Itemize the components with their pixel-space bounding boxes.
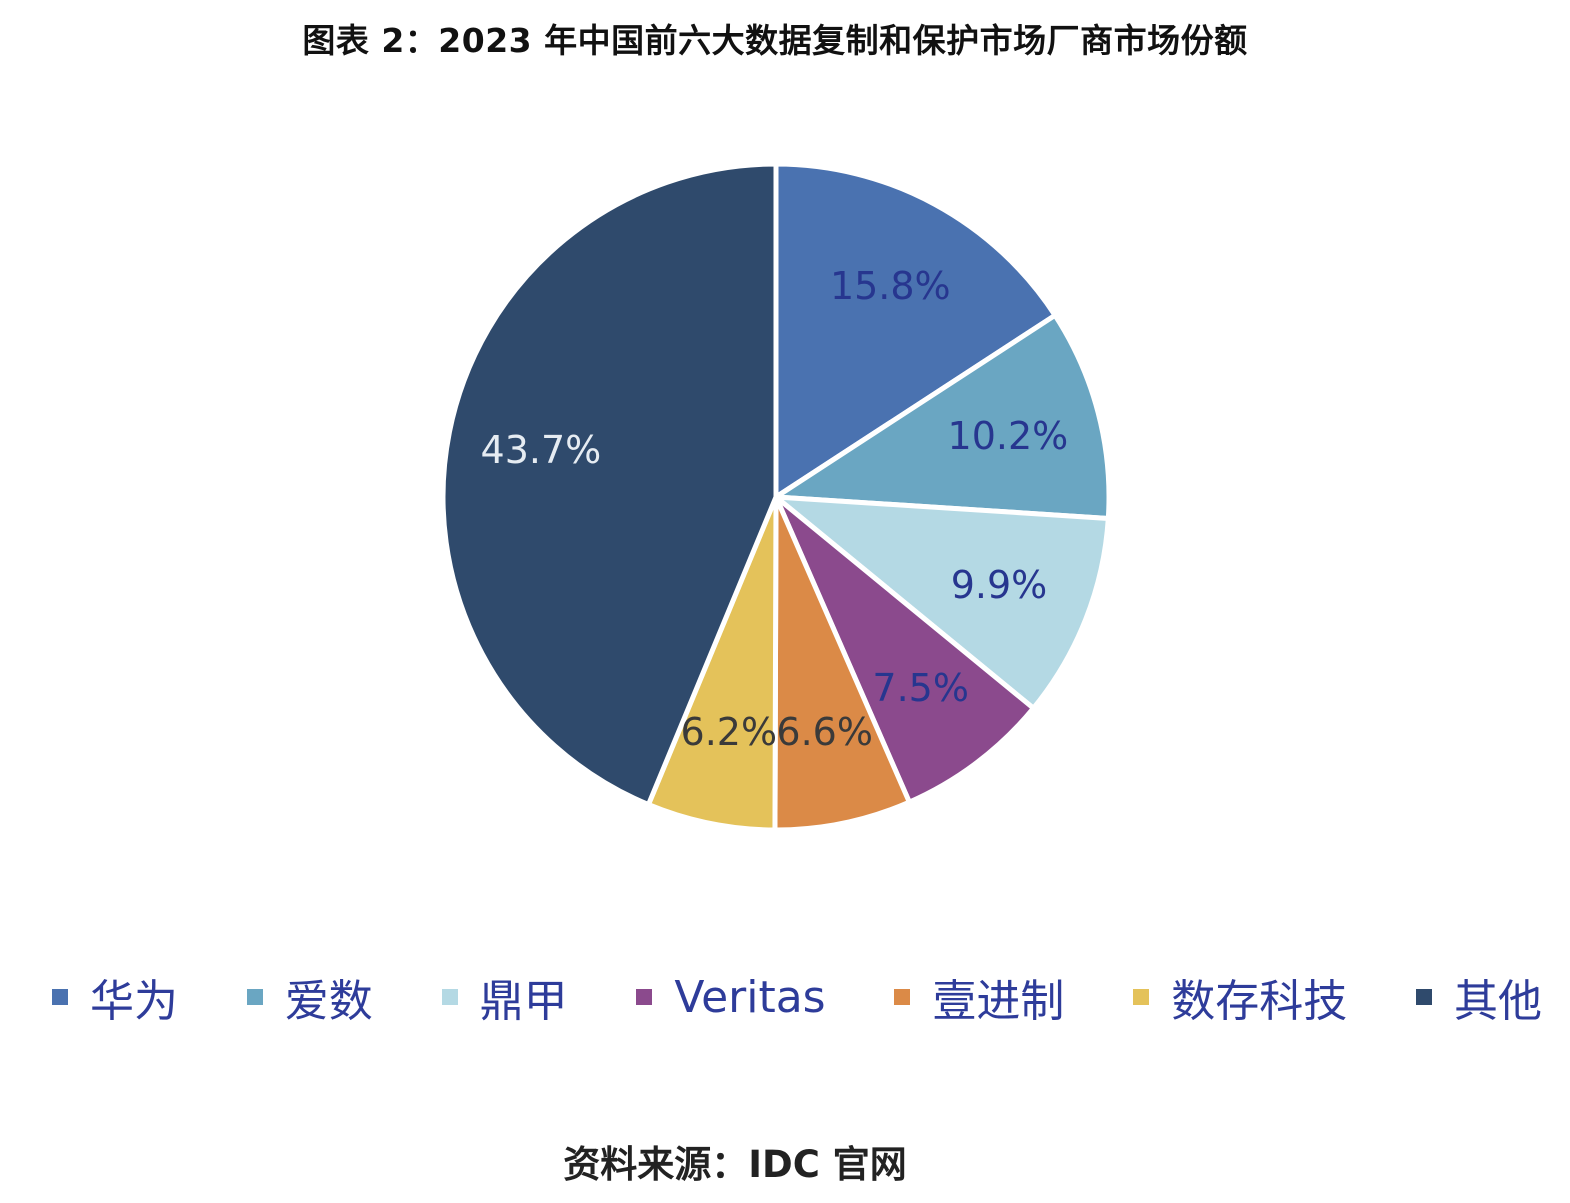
pie-slice-item-3 — [773, 494, 1111, 711]
pie-chart: 15.8% 10.2% 9.9% 7.5%6.6%6.2% 43.7% — [440, 161, 1112, 833]
legend-item-item-6: 数存科技 — [1133, 965, 1347, 1029]
legend-swatch-icon — [1133, 989, 1150, 1005]
data-label-item-1: 15.8% — [830, 264, 951, 308]
legend-item-item-5: 壹进制 — [894, 965, 1064, 1029]
legend-item-veritas: Veritas — [636, 971, 826, 1023]
legend-item-item-2: 爱数 — [246, 965, 373, 1029]
data-label-item-5: 6.6% — [776, 710, 873, 754]
pie-slice-veritas — [773, 494, 1036, 805]
legend-label: 其他 — [1454, 976, 1542, 1027]
legend-swatch-icon — [441, 989, 458, 1005]
chart-legend: 华为 爱数 鼎甲 Veritas 壹进制 数存科技 其他 — [52, 962, 1542, 1032]
legend-label: 鼎甲 — [479, 976, 568, 1027]
pie-slice-item-1 — [773, 161, 1058, 500]
pie-slice-item-7 — [440, 161, 779, 808]
source-note: 资料来源：IDC 官网 — [563, 1143, 907, 1186]
legend-swatch-icon — [894, 989, 911, 1005]
legend-label: 爱数 — [284, 976, 373, 1027]
data-label-item-2: 10.2% — [948, 414, 1069, 458]
legend-swatch-icon — [246, 989, 263, 1005]
pie-slices — [440, 161, 1112, 833]
pie-data-labels: 15.8% 10.2% 9.9% 7.5%6.6%6.2% 43.7% — [481, 264, 1069, 754]
pie-slice-item-5 — [772, 494, 912, 833]
legend-swatch-icon — [636, 989, 653, 1005]
data-label-item-7: 43.7% — [481, 428, 602, 472]
legend-label: 华为 — [90, 976, 178, 1027]
pie-slice-item-2 — [773, 312, 1112, 521]
legend-item-item-3: 鼎甲 — [441, 965, 568, 1029]
legend-label: 数存科技 — [1171, 976, 1348, 1027]
legend-label: 壹进制 — [932, 976, 1065, 1027]
legend-swatch-icon — [1416, 989, 1432, 1005]
legend-item-item-1: 华为 — [52, 965, 178, 1029]
legend-swatch-icon — [52, 989, 68, 1005]
data-label-veritas: 7.5% — [872, 666, 969, 710]
data-label-item-3: 9.9% — [951, 563, 1048, 607]
legend-item-item-7: 其他 — [1416, 965, 1542, 1029]
legend-label: Veritas — [674, 971, 826, 1023]
chart-title: 图表 2：2023 年中国前六大数据复制和保护市场厂商市场份额 — [302, 21, 1248, 60]
data-label-item-6: 6.2% — [681, 710, 778, 754]
